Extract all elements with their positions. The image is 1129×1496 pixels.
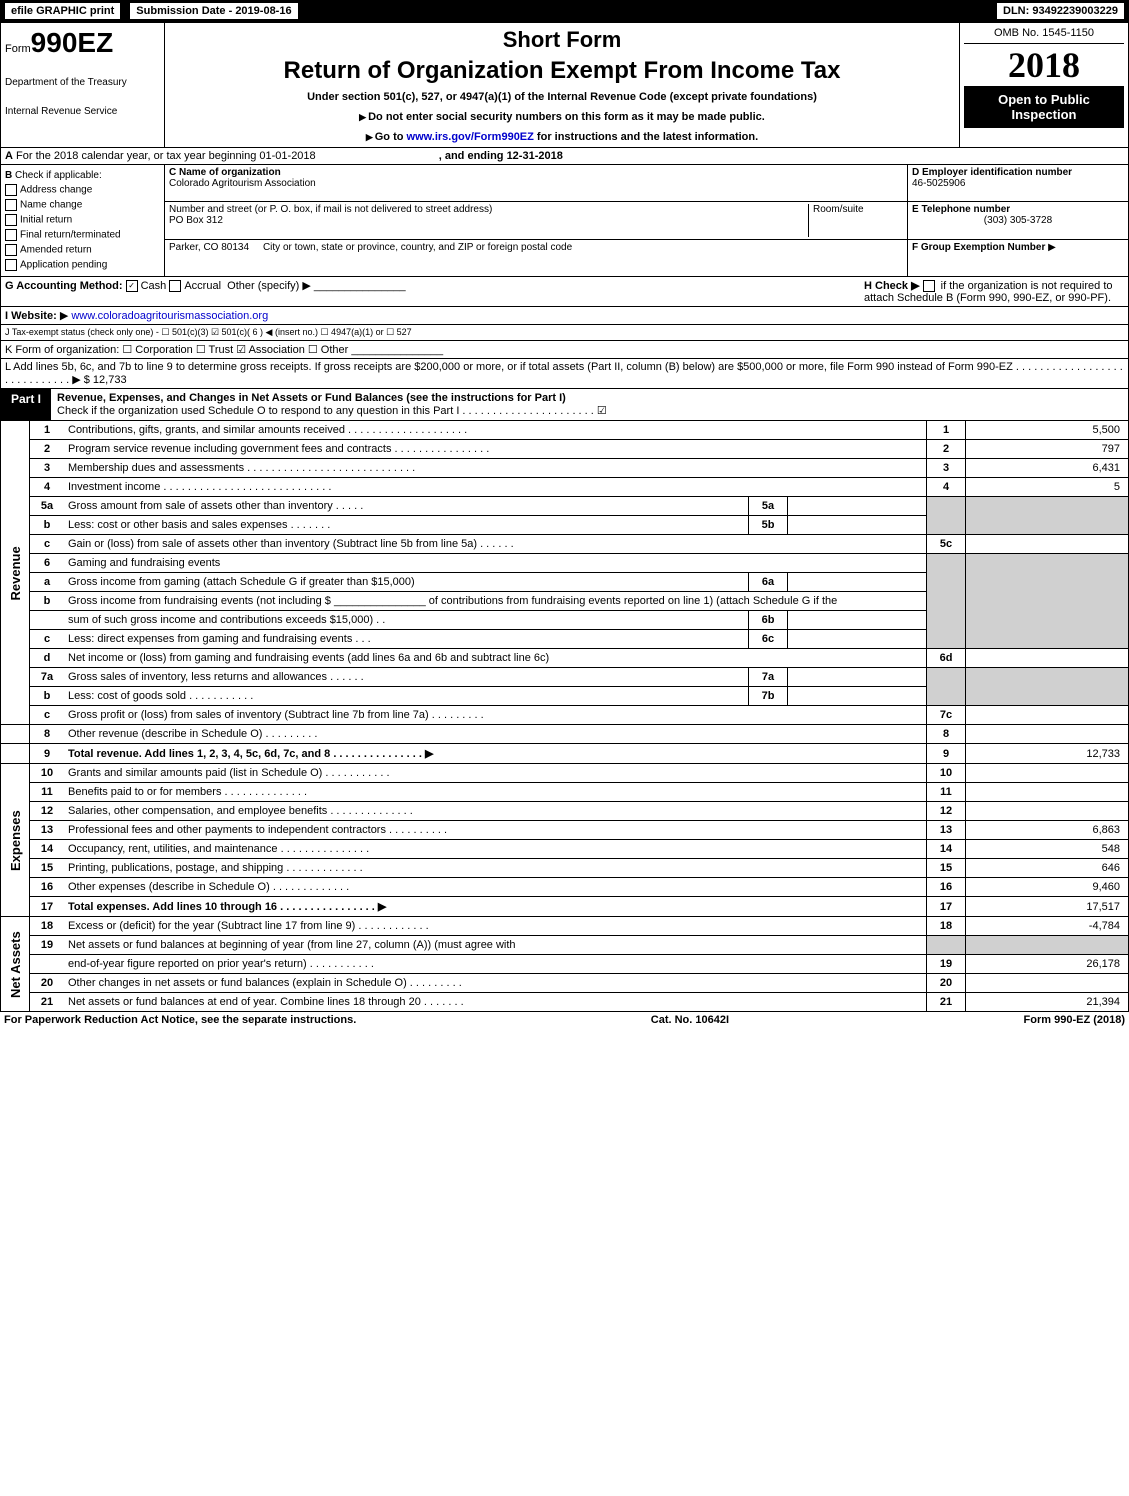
checkbox-h[interactable] <box>923 280 935 292</box>
irs-link[interactable]: www.irs.gov/Form990EZ <box>407 131 534 143</box>
line-i: I Website: ▶ www.coloradoagritourismasso… <box>0 307 1129 325</box>
form-number: 990EZ <box>31 27 114 58</box>
total-revenue: 12,733 <box>966 744 1129 764</box>
h-label: H Check ▶ <box>864 280 920 292</box>
amt-4: 5 <box>966 478 1129 497</box>
addr-label: Number and street (or P. O. box, if mail… <box>169 204 492 215</box>
checkbox-accrual[interactable] <box>169 280 181 292</box>
top-bar: efile GRAPHIC print Submission Date - 20… <box>0 0 1129 22</box>
omb-number: OMB No. 1545-1150 <box>964 27 1124 44</box>
do-not-enter: Do not enter social security numbers on … <box>368 111 765 123</box>
amt-14: 548 <box>966 840 1129 859</box>
amt-1: 5,500 <box>966 421 1129 440</box>
amt-19: 26,178 <box>966 955 1129 974</box>
dln: DLN: 93492239003229 <box>996 2 1125 20</box>
arrow-icon <box>366 131 375 143</box>
checkbox-amended[interactable] <box>5 244 17 256</box>
irs-label: Internal Revenue Service <box>5 106 160 117</box>
header-center: Short Form Return of Organization Exempt… <box>165 23 959 147</box>
checkbox-cash[interactable]: ✓ <box>126 280 138 292</box>
checkbox-initial[interactable] <box>5 214 17 226</box>
section-b: B Check if applicable: Address change Na… <box>0 165 1129 277</box>
room-label: Room/suite <box>813 204 864 215</box>
phone-value: (303) 305-3728 <box>912 215 1124 226</box>
return-title: Return of Organization Exempt From Incom… <box>169 57 955 85</box>
amt-2: 797 <box>966 440 1129 459</box>
header-left: Form990EZ Department of the Treasury Int… <box>1 23 165 147</box>
c-name-label: C Name of organization <box>169 167 281 178</box>
id-column: D Employer identification number 46-5025… <box>907 165 1128 276</box>
checkbox-pending[interactable] <box>5 259 17 271</box>
part-1-label: Part I <box>1 389 51 420</box>
submission-date: Submission Date - 2019-08-16 <box>129 2 298 20</box>
financial-table: Revenue 1 Contributions, gifts, grants, … <box>0 421 1129 1012</box>
city-state-zip: Parker, CO 80134 <box>169 242 249 253</box>
footer-left: For Paperwork Reduction Act Notice, see … <box>4 1014 356 1026</box>
website-link[interactable]: www.coloradoagritourismassociation.org <box>71 310 268 322</box>
revenue-side-label: Revenue <box>1 421 30 725</box>
ein-label: D Employer identification number <box>912 167 1072 178</box>
org-info-column: C Name of organization Colorado Agritour… <box>165 165 907 276</box>
short-form-title: Short Form <box>169 27 955 53</box>
amt-3: 6,431 <box>966 459 1129 478</box>
efile-tag: efile GRAPHIC print <box>4 2 121 20</box>
open-to-public: Open to Public Inspection <box>964 86 1124 128</box>
line-k: K Form of organization: ☐ Corporation ☐ … <box>0 341 1129 359</box>
footer-center: Cat. No. 10642I <box>651 1014 729 1026</box>
form-header: Form990EZ Department of the Treasury Int… <box>0 22 1129 148</box>
line-l: L Add lines 5b, 6c, and 7b to line 9 to … <box>0 359 1129 389</box>
amt-15: 646 <box>966 859 1129 878</box>
amt-13: 6,863 <box>966 821 1129 840</box>
total-expenses: 17,517 <box>966 897 1129 917</box>
amt-18: -4,784 <box>966 917 1129 936</box>
line-a: A For the 2018 calendar year, or tax yea… <box>0 148 1129 165</box>
street-address: PO Box 312 <box>169 215 223 226</box>
line-j: J Tax-exempt status (check only one) - ☐… <box>0 325 1129 341</box>
part-1-header: Part I Revenue, Expenses, and Changes in… <box>0 389 1129 421</box>
header-right: OMB No. 1545-1150 2018 Open to Public In… <box>959 23 1128 147</box>
checkbox-addr[interactable] <box>5 184 17 196</box>
checkbox-name[interactable] <box>5 199 17 211</box>
org-name: Colorado Agritourism Association <box>169 178 316 189</box>
arrow-icon <box>359 111 368 123</box>
phone-label: E Telephone number <box>912 204 1010 215</box>
checkbox-final[interactable] <box>5 229 17 241</box>
city-label: City or town, state or province, country… <box>263 242 572 253</box>
footer: For Paperwork Reduction Act Notice, see … <box>0 1012 1129 1028</box>
group-exemption-label: F Group Exemption Number <box>912 242 1045 253</box>
ein-value: 46-5025906 <box>912 178 965 189</box>
department: Department of the Treasury <box>5 77 160 88</box>
checkboxes-column: B Check if applicable: Address change Na… <box>1 165 165 276</box>
tax-year: 2018 <box>964 44 1124 86</box>
net-assets-side-label: Net Assets <box>1 917 30 1012</box>
footer-right: Form 990-EZ (2018) <box>1024 1014 1125 1026</box>
part-1-title: Revenue, Expenses, and Changes in Net As… <box>51 389 1128 420</box>
expenses-side-label: Expenses <box>1 764 30 917</box>
subtitle: Under section 501(c), 527, or 4947(a)(1)… <box>169 91 955 103</box>
amt-21: 21,394 <box>966 993 1129 1012</box>
line-g-h: G Accounting Method: ✓Cash Accrual Other… <box>0 277 1129 307</box>
form-prefix: Form <box>5 43 31 55</box>
amt-16: 9,460 <box>966 878 1129 897</box>
